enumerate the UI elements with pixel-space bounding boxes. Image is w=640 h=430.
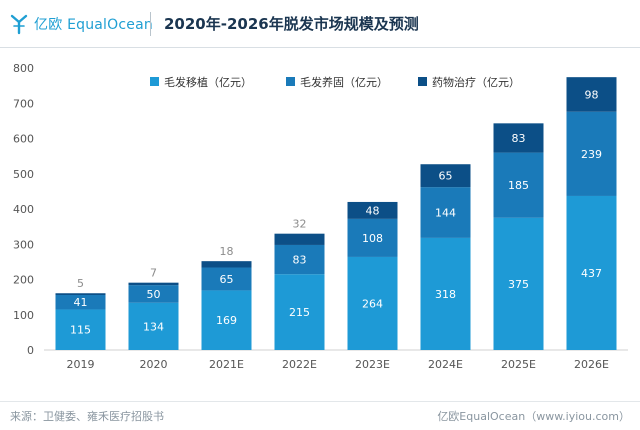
x-tick-label: 2024E	[428, 358, 463, 371]
bar-segment	[201, 290, 252, 350]
data-label: 5	[77, 277, 84, 290]
x-tick-label: 2021E	[209, 358, 244, 371]
y-tick-label: 600	[13, 133, 34, 146]
footer-source: 来源：卫健委、雍禾医疗招股书	[10, 410, 164, 423]
stacked-bar-chart: 0 100 200 300 400 500 600 700 800 2019 2020 2021E 20…	[13, 62, 628, 371]
bar-segment	[493, 152, 544, 218]
bar-segment	[55, 295, 106, 310]
bar-segment	[420, 187, 471, 238]
bar-segment	[128, 285, 179, 303]
bar-segment	[493, 123, 544, 153]
bar-segment	[274, 233, 325, 245]
y-tick-label: 100	[13, 309, 34, 322]
data-label: 108	[362, 232, 383, 245]
bar-segment	[566, 195, 617, 350]
brand-en: EqualOcean	[67, 17, 153, 33]
bar-segment	[347, 218, 398, 257]
brand-cn: 亿欧	[34, 17, 63, 33]
bar-segment	[128, 282, 179, 286]
bar-segment	[128, 302, 179, 350]
equalocean-logo-icon	[10, 14, 28, 35]
bar-segment	[201, 261, 252, 268]
data-label: 264	[362, 297, 383, 310]
x-tick-label: 2019	[67, 358, 95, 371]
data-label: 65	[220, 273, 234, 286]
bar-segment	[55, 293, 106, 296]
x-tick-label: 2023E	[355, 358, 390, 371]
bar-segment	[347, 201, 398, 219]
header-divider	[150, 12, 151, 36]
data-label: 18	[220, 245, 234, 258]
data-label: 169	[216, 314, 237, 327]
data-label: 98	[585, 88, 599, 101]
legend-swatch	[418, 77, 427, 86]
x-tick-label: 2026E	[574, 358, 609, 371]
data-label: 115	[70, 324, 91, 337]
footer-credit: 亿欧EqualOcean（www.iyiou.com）	[437, 410, 630, 423]
legend-label: 毛发移植（亿元）	[164, 75, 252, 89]
bar-segment	[201, 267, 252, 291]
y-tick-label: 400	[13, 203, 34, 216]
header: 亿欧 EqualOcean 2020年-2026年脱发市场规模及预测	[0, 0, 640, 48]
legend-swatch	[286, 77, 295, 86]
data-label: 185	[508, 179, 529, 192]
data-label: 7	[150, 267, 157, 280]
legend-swatch	[150, 77, 159, 86]
y-tick-label: 500	[13, 168, 34, 181]
data-label: 32	[293, 218, 307, 231]
data-label: 83	[512, 132, 526, 145]
data-label: 41	[74, 296, 88, 309]
footer-rule	[0, 401, 640, 402]
x-tick-label: 2022E	[282, 358, 317, 371]
bar-segment	[566, 111, 617, 196]
legend-label: 药物治疗（亿元）	[432, 75, 520, 89]
data-label: 50	[147, 288, 161, 301]
bar-segment	[420, 237, 471, 350]
data-label: 215	[289, 306, 310, 319]
data-label: 134	[143, 320, 164, 333]
data-label: 48	[366, 204, 380, 217]
bar-segment	[347, 256, 398, 350]
data-label: 239	[581, 148, 602, 161]
y-tick-label: 700	[13, 97, 34, 110]
bar-segment	[566, 77, 617, 112]
page-title: 2020年-2026年脱发市场规模及预测	[164, 15, 419, 33]
bar-segment	[274, 274, 325, 350]
brand-text: 亿欧 EqualOcean	[34, 14, 153, 34]
bar-segment	[420, 164, 471, 188]
y-tick-label: 0	[27, 344, 34, 357]
data-label: 65	[439, 170, 453, 183]
data-label: 318	[435, 288, 456, 301]
header-rule	[0, 47, 640, 48]
y-tick-label: 800	[13, 62, 34, 75]
data-label: 437	[581, 267, 602, 280]
data-label: 83	[293, 254, 307, 267]
x-tick-label: 2025E	[501, 358, 536, 371]
bar-segment	[55, 309, 106, 350]
brand-logo: 亿欧 EqualOcean	[10, 12, 153, 36]
y-tick-label: 200	[13, 274, 34, 287]
legend-label: 毛发养固（亿元）	[300, 75, 388, 89]
bar-segment	[493, 217, 544, 350]
bar-segment	[274, 244, 325, 275]
data-label: 375	[508, 278, 529, 291]
data-label: 144	[435, 207, 456, 220]
x-tick-label: 2020	[140, 358, 168, 371]
y-tick-label: 300	[13, 238, 34, 251]
